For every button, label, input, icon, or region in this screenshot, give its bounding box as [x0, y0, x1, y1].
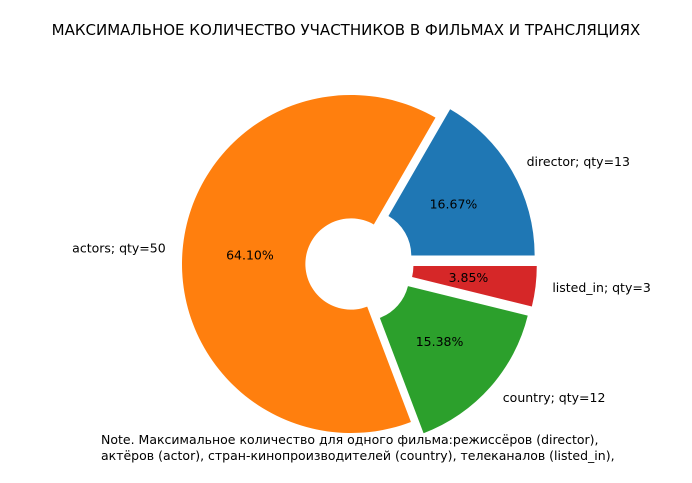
slice-percent-0: 16.67% [430, 196, 478, 211]
slice-percent-2: 15.38% [416, 334, 464, 349]
slice-percent-3: 3.85% [449, 270, 489, 285]
slice-label-2: country; qty=12 [503, 390, 606, 405]
pie-slice-2 [379, 286, 528, 434]
slice-label-0: director; qty=13 [527, 154, 630, 169]
pie-slices [182, 95, 537, 434]
note-line-1: Note. Максимальное количество для одного… [101, 432, 599, 447]
pie-slice-3 [412, 266, 537, 307]
slice-percent-1: 64.10% [226, 247, 274, 262]
chart-note: Note. Максимальное количество для одного… [101, 432, 615, 463]
pie-labels: director; qty=13 16.67% actors; qty=50 64.1… [72, 154, 651, 405]
slice-label-3: listed_in; qty=3 [552, 280, 650, 295]
slice-label-1: actors; qty=50 [72, 241, 166, 256]
note-line-2: актёров (actor), стран-кинопроизводителе… [101, 448, 615, 463]
pie-slice-1 [182, 95, 436, 433]
chart-title: МАКСИМАЛЬНОЕ КОЛИЧЕСТВО УЧАСТНИКОВ В ФИЛ… [52, 21, 641, 39]
pie-slice-0 [388, 109, 535, 256]
